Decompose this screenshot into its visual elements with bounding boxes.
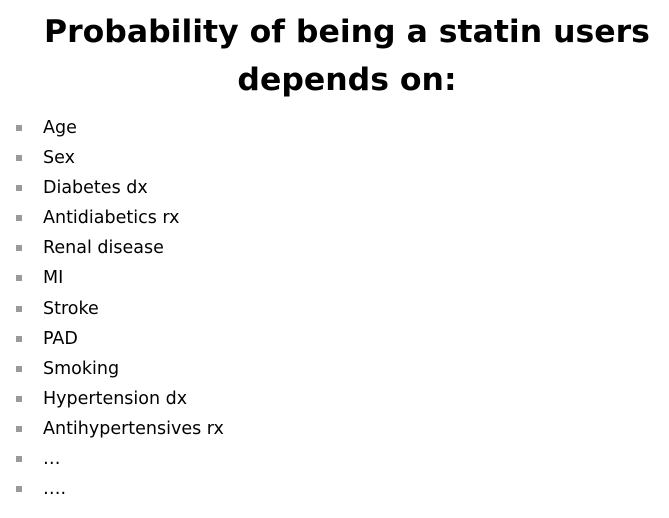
list-item-label: Stroke [43,298,99,319]
slide-title: Probability of being a statin users depe… [30,8,664,104]
square-bullet-icon [16,245,22,252]
square-bullet-icon [16,425,22,432]
square-bullet-icon [16,335,22,342]
list-item-label: Diabetes dx [43,178,148,199]
list-item-label: …. [43,479,67,500]
list-item-label: Sex [43,148,75,169]
square-bullet-icon [16,305,22,312]
list-item-label: … [43,449,61,470]
list-item-label: Age [43,118,77,138]
square-bullet-icon [16,365,22,372]
square-bullet-icon [16,486,22,493]
slide-title-line-1: Probability of being a statin users [44,14,650,50]
square-bullet-icon [16,275,22,282]
list-item-label: MI [43,268,64,289]
square-bullet-icon [16,456,22,463]
list-item-label: Smoking [43,358,120,379]
square-bullet-icon [16,215,22,222]
square-bullet-icon [16,125,22,131]
list-item-label: Antihypertensives rx [43,418,224,439]
list-item-label: Antidiabetics rx [43,208,180,229]
square-bullet-icon [16,185,22,192]
list-item-label: Hypertension dx [43,388,188,409]
square-bullet-icon [16,395,22,402]
list-item-label: Renal disease [43,238,164,259]
list-item-label: PAD [43,328,78,349]
slide-title-line-2: depends on: [237,62,457,98]
square-bullet-icon [16,155,22,162]
